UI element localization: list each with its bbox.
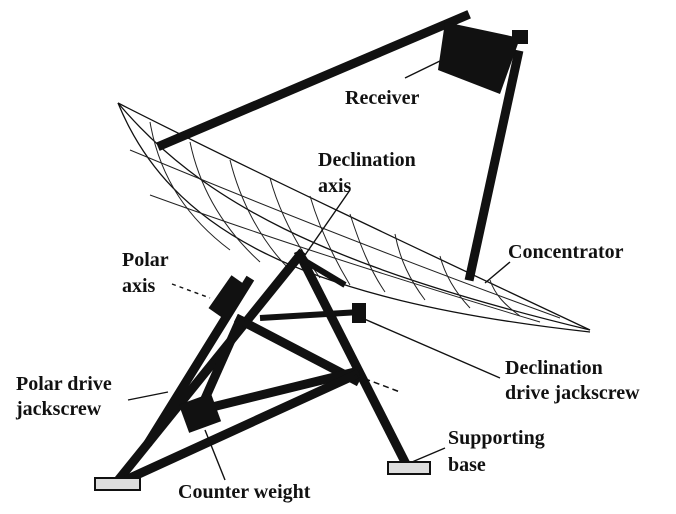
label: axis	[122, 275, 156, 297]
label: Declination	[318, 149, 416, 171]
label: axis	[318, 175, 352, 197]
label: Polar	[122, 249, 169, 271]
label: Receiver	[345, 87, 420, 109]
receiver-cap	[512, 30, 528, 44]
label: Supporting	[448, 427, 545, 449]
jackscrew-end	[352, 303, 366, 323]
label: Declination	[505, 357, 603, 379]
label: base	[448, 454, 486, 476]
label: drive jackscrew	[505, 382, 640, 404]
label: jackscrew	[15, 398, 102, 420]
base-pad	[388, 462, 430, 474]
label: Counter weight	[178, 481, 311, 503]
diagram: Receiver Declination axis Concentrator P…	[0, 0, 676, 514]
base-pad	[95, 478, 140, 490]
label: Polar drive	[16, 373, 112, 395]
label: Concentrator	[508, 241, 624, 263]
